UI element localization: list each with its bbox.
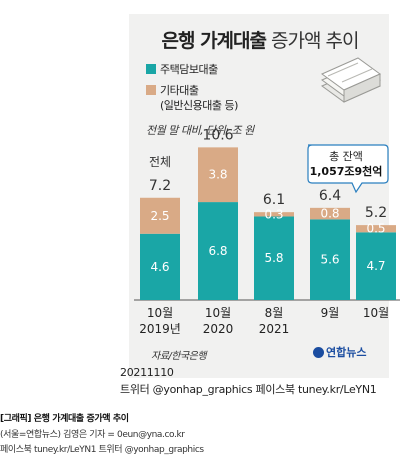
logo-icon	[313, 347, 324, 358]
bar-value-label: 4.7	[366, 259, 385, 273]
total-value-label: 6.1	[263, 192, 285, 208]
bar-value-label: 5.6	[320, 253, 339, 267]
balance-callout-line1: 총 잔액	[329, 150, 363, 163]
title-light: 증가액 추이	[271, 30, 359, 52]
unit-note: 전월 말 대비, 단위: 조 원	[146, 124, 254, 137]
meta-date: 20211110	[120, 366, 174, 379]
source-note: 자료/한국은행	[151, 351, 207, 362]
footer-social: 페이스북 tuney.kr/LeYN1 트위터 @yonhap_graphics	[0, 445, 204, 455]
balance-callout-line2: 1,057조9천억	[310, 164, 383, 178]
x-tick-label: 8월	[265, 306, 284, 320]
x-tick-label: 2021	[259, 322, 290, 336]
total-value-label: 10.6	[202, 127, 233, 143]
legend-swatch-housing	[146, 64, 156, 74]
bar-other	[254, 212, 294, 217]
money-stack-icon	[321, 57, 381, 103]
legend-swatch-other	[146, 85, 156, 95]
x-tick-label: 10월	[147, 306, 173, 320]
bar-housing	[310, 219, 350, 300]
bar-housing	[356, 232, 396, 300]
legend-item-housing: 주택담보대출	[146, 61, 218, 77]
legend-other-note: (일반신용대출 등)	[160, 99, 238, 112]
bar-housing	[140, 233, 180, 300]
bar-value-label: 6.8	[208, 244, 227, 258]
logo: 연합뉴스	[313, 344, 366, 360]
bar-housing	[198, 202, 238, 300]
x-tick-label: 2020	[203, 322, 234, 336]
legend-item-other: 기타대출	[146, 82, 199, 98]
bar-value-label: 2.5	[150, 209, 169, 223]
bar-other	[140, 197, 180, 234]
total-label: 전체	[149, 155, 171, 169]
total-value-label: 7.2	[149, 178, 171, 194]
bar-value-label: 5.8	[264, 251, 283, 265]
bar-value-label: 0.8	[320, 207, 339, 221]
bar-value-label: 0.3	[264, 207, 283, 221]
x-tick-label: 9월	[321, 306, 340, 320]
x-tick-label: 10월	[363, 306, 389, 320]
bar-value-label: 3.8	[208, 168, 227, 182]
title-bold: 은행 가계대출	[161, 30, 267, 52]
bar-value-label: 4.6	[150, 260, 169, 274]
bar-other	[356, 225, 396, 233]
legend-label-other: 기타대출	[160, 84, 199, 97]
footer-credit: (서울=연합뉴스) 김영은 기자 = 0eun@yna.co.kr	[0, 430, 185, 440]
x-tick-label: 10월	[205, 306, 231, 320]
bar-other	[310, 207, 350, 220]
footer-title: [그래픽] 은행 가계대출 증가액 추이	[0, 414, 129, 424]
bar-housing	[254, 216, 294, 300]
x-tick-label: 2019년	[139, 322, 181, 336]
bar-other	[198, 147, 238, 203]
total-value-label: 6.4	[319, 188, 341, 204]
legend-label-housing: 주택담보대출	[160, 63, 218, 76]
meta-social: 트위터 @yonhap_graphics 페이스북 tuney.kr/LeYN1	[120, 383, 377, 396]
chart-title: 은행 가계대출 증가액 추이	[140, 26, 380, 53]
balance-callout-bubble	[307, 144, 389, 194]
total-value-label: 5.2	[365, 205, 387, 221]
bar-value-label: 0.5	[366, 222, 385, 236]
logo-text: 연합뉴스	[326, 346, 367, 359]
